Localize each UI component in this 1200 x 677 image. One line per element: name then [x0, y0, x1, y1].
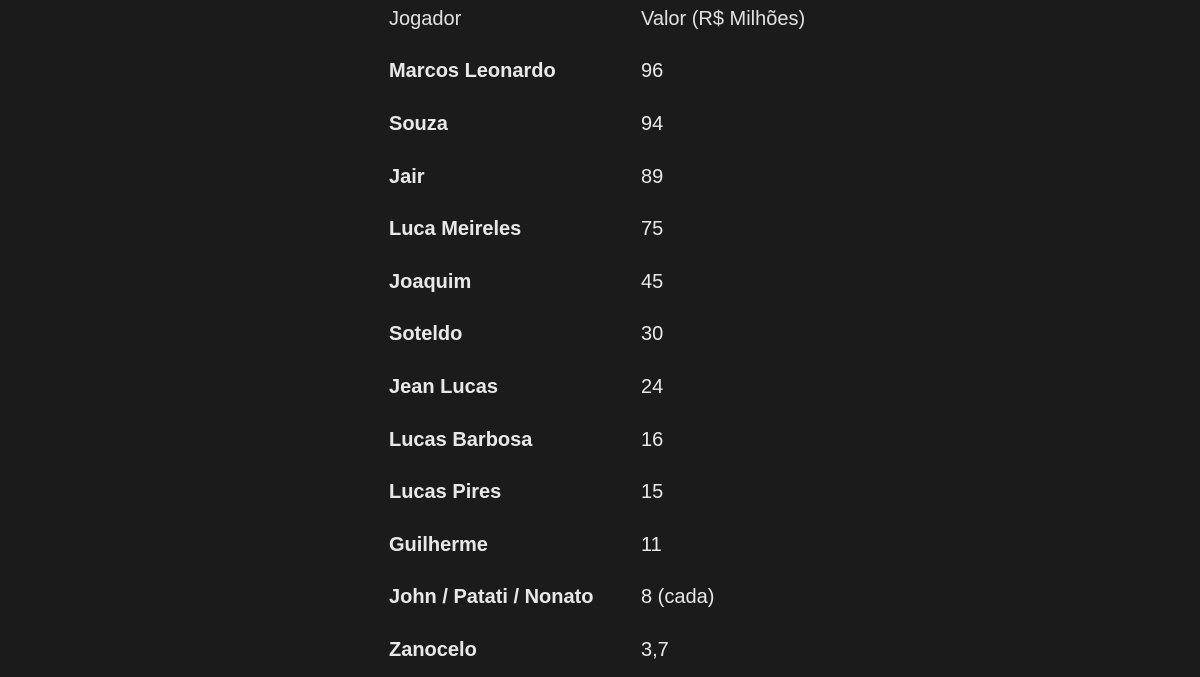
player-value: 45 — [641, 270, 664, 293]
player-value: 96 — [641, 60, 664, 83]
player-value: 89 — [641, 165, 664, 188]
player-value: 3,7 — [641, 638, 669, 661]
table-row: Jean Lucas 24 — [389, 361, 829, 414]
table-row: Jair 89 — [389, 151, 829, 204]
player-name: Zanocelo — [389, 638, 477, 661]
table-row: Lucas Pires 15 — [389, 466, 829, 519]
player-name: Guilherme — [389, 533, 488, 556]
player-name: Marcos Leonardo — [389, 60, 556, 83]
table-row: Souza 94 — [389, 98, 829, 151]
table-row: Guilherme 11 — [389, 519, 829, 572]
header-value: Valor (R$ Milhões) — [641, 7, 806, 30]
player-name: Joaquim — [389, 270, 472, 293]
table-row: Marcos Leonardo 96 — [389, 46, 829, 99]
table-row: Joaquim 45 — [389, 256, 829, 309]
player-value: 75 — [641, 218, 664, 241]
player-value: 16 — [641, 428, 664, 451]
player-name: Jair — [389, 165, 425, 188]
player-value: 30 — [641, 323, 664, 346]
table-row: Luca Meireles 75 — [389, 203, 829, 256]
table-row: Zanocelo 3,7 — [389, 624, 829, 677]
table-row: John / Patati / Nonato 8 (cada) — [389, 572, 829, 625]
player-value: 15 — [641, 481, 664, 504]
table-row: Lucas Barbosa 16 — [389, 414, 829, 467]
player-name: Lucas Barbosa — [389, 428, 533, 451]
player-name: Souza — [389, 112, 448, 135]
table-header: Jogador Valor (R$ Milhões) — [389, 0, 829, 46]
table-row: Soteldo 30 — [389, 309, 829, 362]
player-value: 24 — [641, 375, 664, 398]
player-name: Luca Meireles — [389, 218, 522, 241]
header-player: Jogador — [389, 7, 462, 30]
table-body: Marcos Leonardo 96 Souza 94 Jair 89 Luca Meire… — [389, 46, 829, 677]
player-name: Lucas Pires — [389, 481, 502, 504]
player-name: Jean Lucas — [389, 375, 498, 398]
player-name: Soteldo — [389, 323, 463, 346]
player-value: 11 — [641, 533, 662, 556]
player-value-table: Jogador Valor (R$ Milhões) Marcos Leonar… — [389, 0, 829, 677]
player-name: John / Patati / Nonato — [389, 586, 594, 609]
player-value: 94 — [641, 112, 664, 135]
player-value: 8 (cada) — [641, 586, 715, 609]
